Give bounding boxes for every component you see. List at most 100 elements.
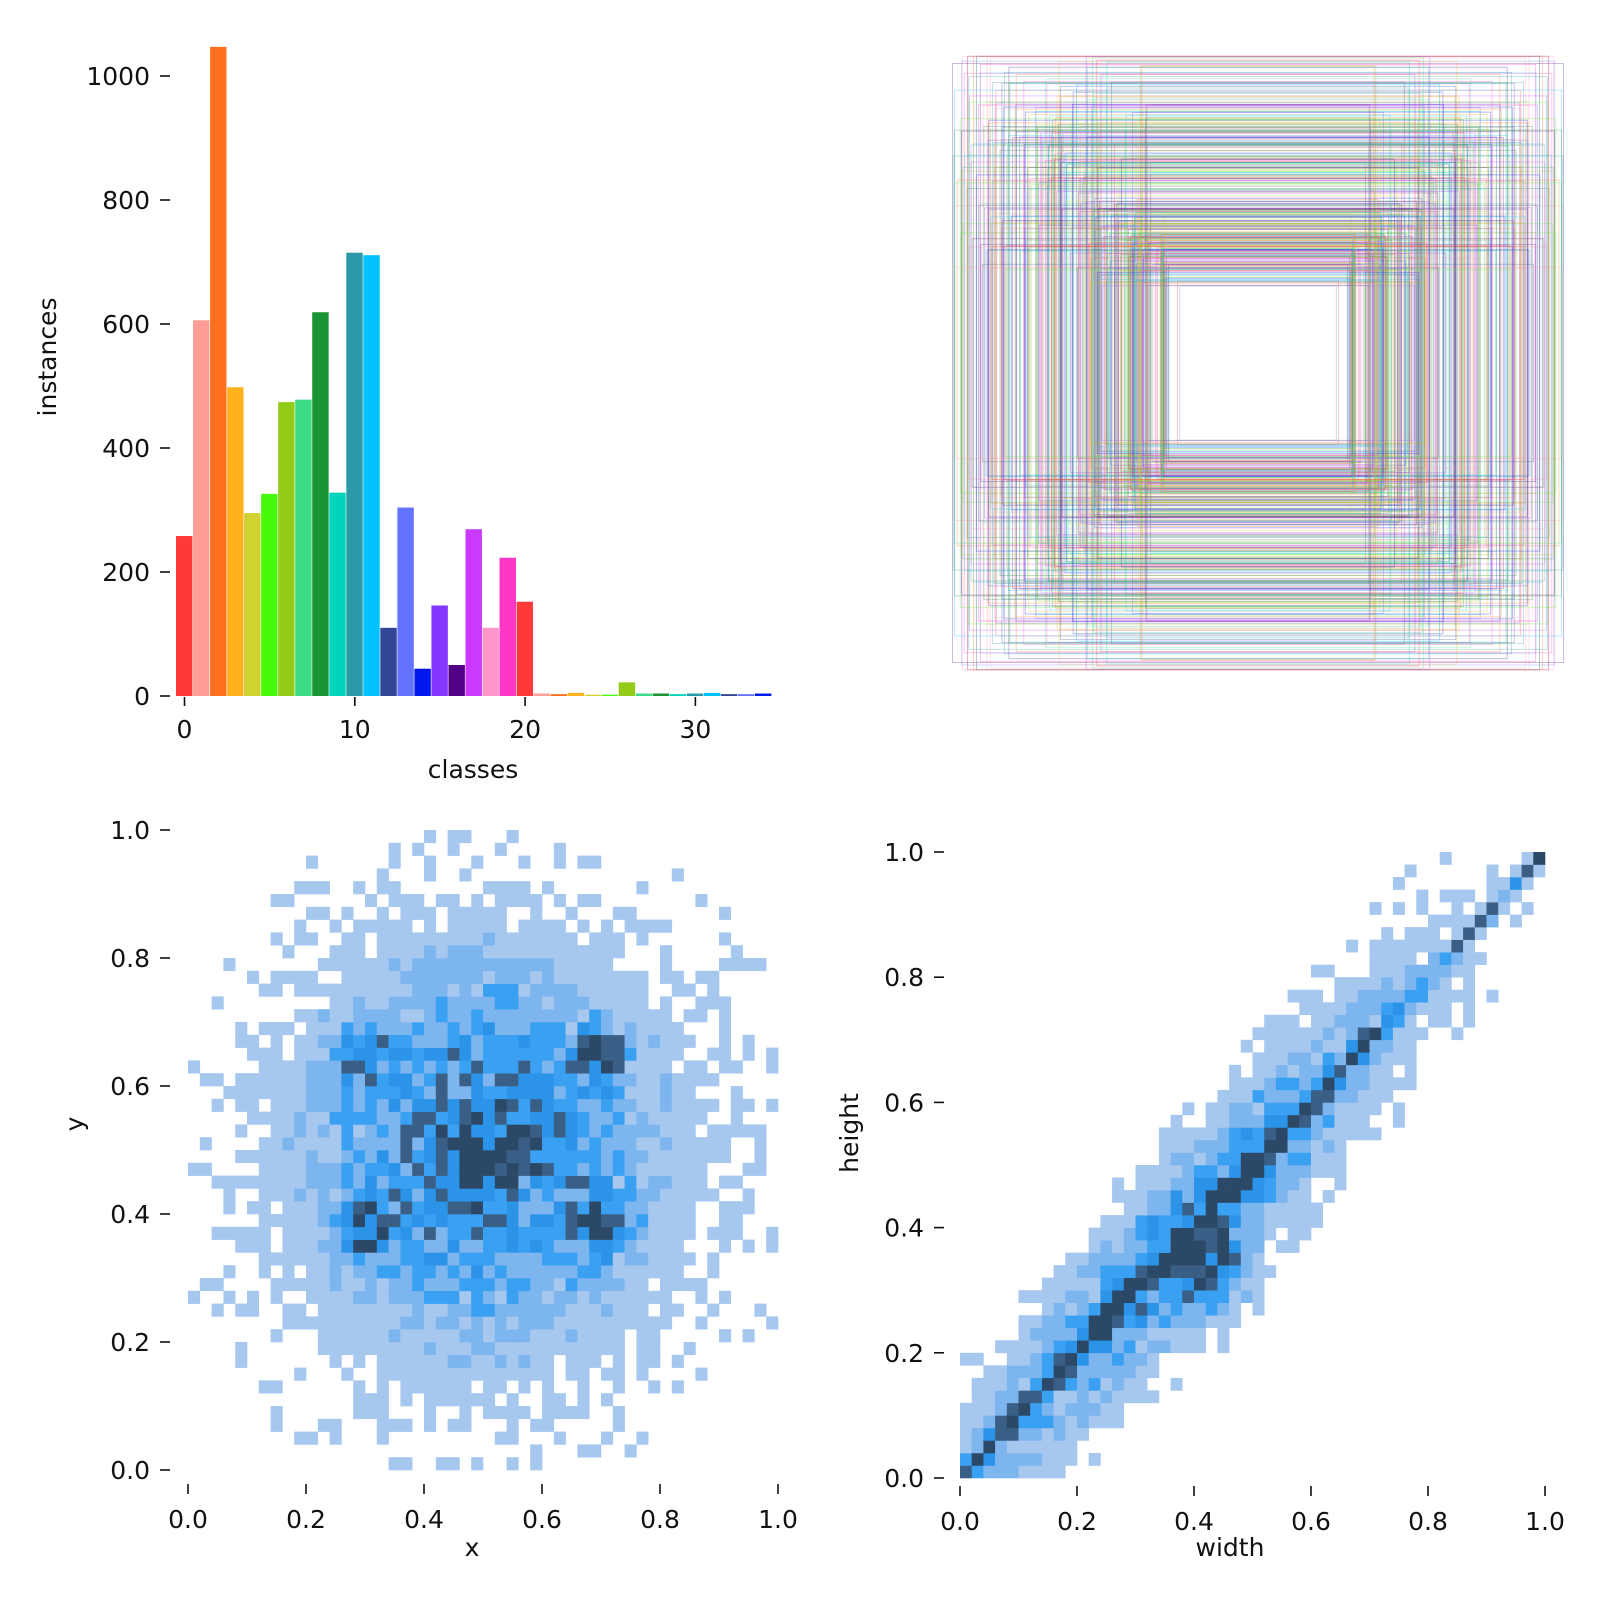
heatmap-cell (1369, 1127, 1382, 1141)
heatmap-cell (306, 1150, 319, 1164)
heatmap-cell (471, 1457, 484, 1471)
heatmap-cell (317, 881, 330, 895)
heatmap-cell (317, 1201, 330, 1215)
heatmap-cell (707, 970, 720, 984)
heatmap-cell (1509, 914, 1522, 928)
heatmap-cell (483, 1047, 496, 1061)
bbox-outline (954, 266, 1562, 460)
bounding-boxes-overlay (951, 55, 1565, 671)
heatmap-cell (1018, 1315, 1031, 1329)
heatmap-cell (530, 1290, 543, 1304)
bbox-outline (1106, 267, 1410, 459)
bbox-outline (1001, 126, 1515, 600)
bbox-outline (1101, 220, 1416, 506)
bbox-outline (1098, 238, 1418, 489)
heatmap-cell (483, 1098, 496, 1112)
heatmap-cell (376, 1175, 389, 1189)
heatmap-xtick-label: 1.0 (758, 1505, 798, 1534)
heatmap-cell (671, 1098, 684, 1112)
bbox-outline (1160, 255, 1356, 471)
heatmap-cell (1112, 1240, 1125, 1253)
heatmap-cell (960, 1452, 972, 1466)
bar-class-9 (329, 492, 346, 696)
bbox-outline (1099, 225, 1417, 501)
heatmap-cell (424, 1418, 437, 1432)
heatmap-cell (1018, 1465, 1031, 1479)
heatmap-cell (1322, 1014, 1335, 1028)
heatmap-cell (1416, 964, 1429, 978)
heatmap-cell (1287, 1114, 1300, 1128)
heatmap-cell (1100, 1265, 1113, 1278)
heatmap-cell (506, 1265, 519, 1279)
heatmap-cell (282, 1303, 295, 1317)
heatmap-cell (1041, 1365, 1054, 1379)
heatmap-cell (1240, 1039, 1253, 1053)
heatmap-cell (483, 1329, 496, 1343)
heatmap-cell (270, 1278, 283, 1292)
heatmap-cell (353, 1060, 366, 1074)
heatmap-cell (294, 1201, 307, 1215)
heatmap-cell (553, 1150, 566, 1164)
heatmap-cell (1240, 1165, 1253, 1178)
heatmap-cell (1158, 1215, 1171, 1228)
heatmap-cell (660, 1188, 673, 1202)
heatmap-cell (730, 1214, 743, 1228)
bbox-outline (1040, 137, 1476, 589)
heatmap-cell (294, 1278, 307, 1292)
heatmap-cell (341, 1111, 354, 1125)
heatmap-cell (612, 1342, 625, 1356)
heatmap-cell (1252, 1227, 1265, 1241)
bbox-outline (960, 130, 1556, 596)
heatmap-cell (660, 1290, 673, 1304)
heatmap-cell (695, 1150, 708, 1164)
bbox-outline (1083, 159, 1433, 567)
heatmap-cell (553, 970, 566, 984)
heatmap-cell (365, 1098, 378, 1112)
heatmap-cell (435, 983, 448, 997)
heatmap-cell (1112, 1340, 1125, 1354)
heatmap-cell (648, 1214, 661, 1228)
heatmap-cell (365, 1086, 378, 1100)
heatmap-cell (719, 1034, 732, 1048)
heatmap-cell (1521, 852, 1534, 865)
heatmap-cell (1100, 1377, 1113, 1391)
bbox-outline (1048, 145, 1468, 581)
heatmap-cell (612, 970, 625, 984)
heatmap-cell (1264, 1039, 1277, 1053)
bar-class-1 (193, 320, 210, 696)
heatmap-cell (483, 1214, 496, 1228)
heatmap-cell (1240, 1277, 1253, 1291)
heatmap-cell (1509, 864, 1522, 878)
heatmap-cell (188, 1060, 201, 1074)
heatmap-cell (459, 1303, 472, 1317)
bbox-outline (1135, 263, 1381, 463)
heatmap-cell (447, 1342, 460, 1356)
heatmap-cell (400, 1086, 413, 1100)
bbox-outline (1025, 239, 1491, 487)
heatmap-cell (1112, 1402, 1125, 1416)
heatmap-cell (707, 1137, 720, 1151)
heatmap-cell (400, 1098, 413, 1112)
heatmap-cell (494, 1214, 507, 1228)
heatmap-cell (1147, 1340, 1160, 1354)
heatmap-cell (1252, 1252, 1265, 1266)
bbox-outline (1093, 93, 1423, 633)
heatmap-cell (612, 1111, 625, 1125)
heatmap-cell (1217, 1240, 1230, 1253)
heatmap-cell (518, 1022, 531, 1036)
heatmap-cell (1182, 1139, 1195, 1153)
heatmap-cell (612, 1047, 625, 1061)
heatmap-cell (459, 1137, 472, 1151)
heatmap-cell (506, 932, 519, 946)
heatmap-cell (577, 1137, 590, 1151)
heatmap-xtick-label: 0.8 (640, 1505, 680, 1534)
histogram-ytick-label: 1000 (86, 62, 150, 91)
heatmap-cell (1299, 1027, 1312, 1041)
heatmap-cell (612, 1124, 625, 1138)
heatmap-cell (1006, 1377, 1019, 1391)
bbox-outline (981, 263, 1534, 463)
xy-y-label: y (60, 1116, 89, 1131)
heatmap-cell (494, 1252, 507, 1266)
heatmap-cell (471, 1162, 484, 1176)
bbox-outline (1087, 177, 1429, 549)
